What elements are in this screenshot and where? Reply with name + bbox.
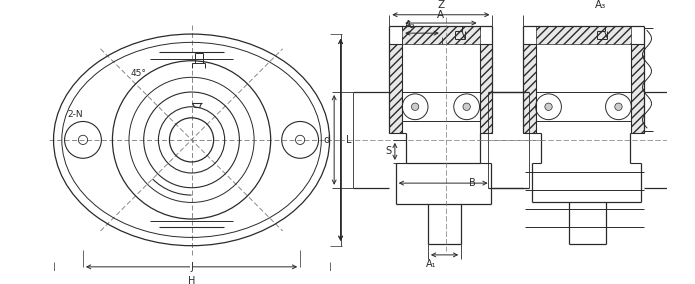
Text: L: L bbox=[346, 135, 352, 145]
Ellipse shape bbox=[411, 103, 419, 110]
Text: S: S bbox=[385, 146, 391, 156]
Text: A: A bbox=[437, 10, 444, 20]
Text: A₃: A₃ bbox=[596, 0, 607, 10]
Text: d: d bbox=[324, 135, 331, 145]
Text: A₂: A₂ bbox=[405, 20, 416, 30]
Bar bbox=[536, 26, 631, 44]
Text: B: B bbox=[469, 178, 476, 188]
Bar bbox=[402, 26, 480, 44]
Bar bbox=[631, 44, 644, 133]
Text: J: J bbox=[190, 262, 193, 272]
Text: A₁: A₁ bbox=[426, 260, 436, 270]
Bar bbox=[480, 44, 493, 133]
Text: 45°: 45° bbox=[130, 69, 146, 78]
Text: 2-N: 2-N bbox=[68, 110, 83, 119]
Ellipse shape bbox=[463, 103, 471, 110]
Text: Z: Z bbox=[437, 0, 444, 10]
Ellipse shape bbox=[545, 103, 553, 110]
Ellipse shape bbox=[615, 103, 622, 110]
Bar bbox=[523, 44, 536, 133]
Bar bbox=[389, 44, 402, 133]
Text: H: H bbox=[188, 276, 195, 284]
